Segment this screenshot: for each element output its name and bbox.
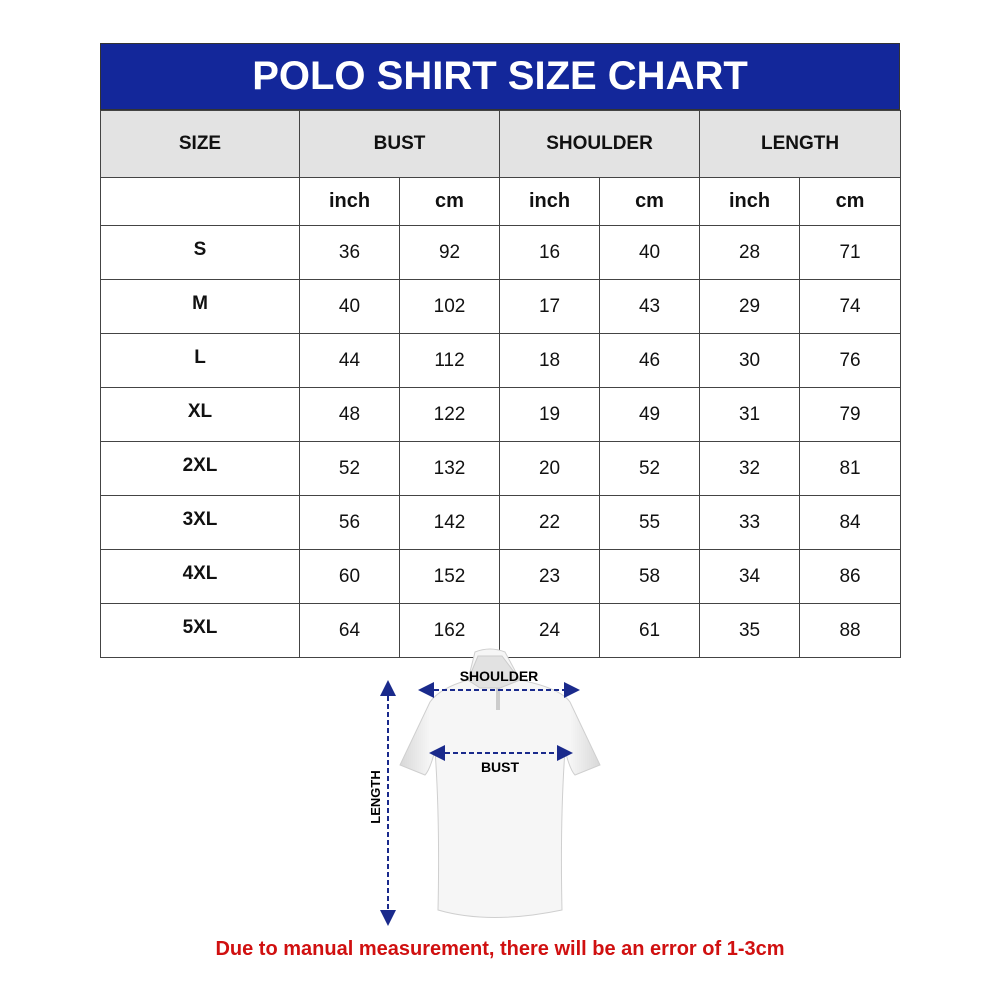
value-cell: 33: [699, 495, 801, 550]
size-cell: 5XL: [100, 603, 300, 658]
value-cell: 40: [299, 279, 400, 334]
value-cell: 52: [299, 441, 400, 496]
value-cell: 49: [599, 387, 701, 442]
unit-label: inch: [299, 177, 400, 226]
value-cell: 88: [799, 603, 902, 658]
value-cell: 46: [599, 333, 701, 388]
value-cell: 132: [398, 441, 501, 496]
value-cell: 56: [299, 495, 400, 550]
size-cell: L: [100, 333, 300, 388]
value-cell: 102: [398, 279, 501, 334]
value-cell: 43: [599, 279, 701, 334]
value-cell: 71: [799, 225, 902, 280]
table-row: 2XL 52 132 20 52 32 81: [100, 441, 902, 496]
value-cell: 58: [599, 549, 701, 604]
value-cell: 55: [599, 495, 701, 550]
bust-label: BUST: [481, 759, 520, 775]
value-cell: 81: [799, 441, 902, 496]
value-cell: 152: [398, 549, 501, 604]
size-cell: XL: [100, 387, 300, 442]
value-cell: 32: [699, 441, 801, 496]
table-row: L 44 112 18 46 30 76: [100, 333, 902, 388]
table-row: XL 48 122 19 49 31 79: [100, 387, 902, 442]
value-cell: 35: [699, 603, 801, 658]
value-cell: 31: [699, 387, 801, 442]
size-cell: 2XL: [100, 441, 300, 496]
unit-label: inch: [499, 177, 601, 226]
unit-blank: [100, 177, 300, 226]
value-cell: 17: [499, 279, 601, 334]
value-cell: 22: [499, 495, 601, 550]
value-cell: 23: [499, 549, 601, 604]
length-label: LENGTH: [368, 770, 383, 823]
shirt-diagram: SHOULDER BUST LENGTH: [360, 640, 620, 930]
value-cell: 36: [299, 225, 400, 280]
value-cell: 162: [398, 603, 501, 658]
table-row: 3XL 56 142 22 55 33 84: [100, 495, 902, 550]
unit-label: cm: [599, 177, 701, 226]
measurement-note: Due to manual measurement, there will be…: [215, 938, 785, 960]
shoulder-label: SHOULDER: [460, 668, 539, 684]
header-shoulder: SHOULDER: [499, 110, 701, 178]
table-row: 4XL 60 152 23 58 34 86: [100, 549, 902, 604]
value-cell: 18: [499, 333, 601, 388]
value-cell: 86: [799, 549, 902, 604]
value-cell: 40: [599, 225, 701, 280]
value-cell: 28: [699, 225, 801, 280]
value-cell: 112: [398, 333, 501, 388]
value-cell: 30: [699, 333, 801, 388]
value-cell: 60: [299, 549, 400, 604]
value-cell: 76: [799, 333, 902, 388]
value-cell: 20: [499, 441, 601, 496]
chart-title: POLO SHIRT SIZE CHART: [100, 43, 900, 110]
value-cell: 92: [398, 225, 501, 280]
value-cell: 44: [299, 333, 400, 388]
size-cell: 3XL: [100, 495, 300, 550]
header-size: SIZE: [100, 110, 300, 178]
value-cell: 122: [398, 387, 501, 442]
size-cell: M: [100, 279, 300, 334]
value-cell: 52: [599, 441, 701, 496]
unit-label: inch: [699, 177, 801, 226]
value-cell: 142: [398, 495, 501, 550]
value-cell: 29: [699, 279, 801, 334]
value-cell: 79: [799, 387, 902, 442]
size-cell: S: [100, 225, 300, 280]
unit-label: cm: [398, 177, 501, 226]
header-length: LENGTH: [699, 110, 902, 178]
value-cell: 16: [499, 225, 601, 280]
table-row: 5XL 64 162 24 61 35 88: [100, 603, 902, 658]
value-cell: 24: [499, 603, 601, 658]
value-cell: 19: [499, 387, 601, 442]
unit-label: cm: [799, 177, 902, 226]
header-bust: BUST: [298, 110, 501, 178]
value-cell: 84: [799, 495, 902, 550]
shirt-body: [399, 648, 601, 918]
size-table: SIZE BUST SHOULDER LENGTH inch cm inch c…: [100, 110, 902, 658]
value-cell: 48: [299, 387, 400, 442]
value-cell: 74: [799, 279, 902, 334]
size-cell: 4XL: [100, 549, 300, 604]
table-row: M 40 102 17 43 29 74: [100, 279, 902, 334]
value-cell: 34: [699, 549, 801, 604]
table-row: S 36 92 16 40 28 71: [100, 225, 902, 280]
value-cell: 64: [299, 603, 400, 658]
